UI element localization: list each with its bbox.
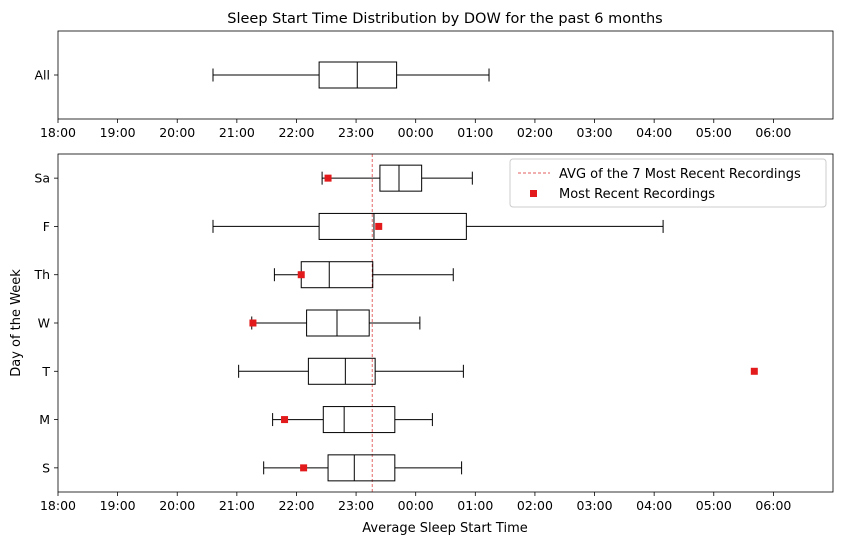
box-M (322, 406, 396, 434)
y-axis-label: Day of the Week (9, 269, 24, 377)
x-tick-label: 23:00 (338, 125, 374, 140)
box-Sa (379, 164, 423, 192)
y-tick-label: Sa (34, 171, 50, 186)
legend-frame (509, 158, 827, 208)
box-Th (300, 261, 374, 289)
recent-marker-Th (297, 271, 305, 279)
x-tick-label: 20:00 (159, 498, 195, 513)
y-tick-label: F (43, 219, 50, 234)
x-tick-label: 18:00 (40, 125, 76, 140)
chart-title: Sleep Start Time Distribution by DOW for… (227, 11, 662, 27)
x-tick-label: 03:00 (577, 125, 613, 140)
x-tick-label: 04:00 (636, 125, 672, 140)
x-tick-label: 22:00 (278, 498, 314, 513)
x-tick-label: 00:00 (398, 125, 434, 140)
x-tick-label: 18:00 (40, 498, 76, 513)
x-tick-label: 23:00 (338, 498, 374, 513)
x-tick-label: 00:00 (398, 498, 434, 513)
x-tick-label: 22:00 (278, 125, 314, 140)
y-tick-label: M (39, 412, 50, 427)
x-tick-label: 01:00 (457, 125, 493, 140)
y-tick-label: All (35, 68, 51, 83)
box-All (318, 61, 398, 89)
legend-recent-label: Most Recent Recordings (559, 187, 715, 202)
x-tick-label: 01:00 (457, 498, 493, 513)
x-tick-label: 21:00 (219, 125, 255, 140)
x-axis-label: Average Sleep Start Time (362, 521, 527, 536)
y-tick-label: W (38, 316, 50, 331)
box-S (327, 454, 396, 482)
x-tick-label: 20:00 (159, 125, 195, 140)
dow-boxplot-panel: 18:00 19:00 20:00 21:00 22:00 23:00 00:00 01:00… (33, 153, 834, 513)
x-tick-label: 03:00 (577, 498, 613, 513)
box-F (318, 212, 467, 240)
x-tick-label: 21:00 (219, 498, 255, 513)
box-W (306, 309, 370, 337)
x-tick-label: 02:00 (517, 498, 553, 513)
x-tick-label: 05:00 (696, 125, 732, 140)
x-tick-label: 19:00 (100, 498, 136, 513)
x-tick-label: 05:00 (696, 498, 732, 513)
overall-boxplot-panel: 18:00 19:00 20:00 21:00 22:00 23:00 00:00 01:00… (35, 30, 834, 140)
x-tick-label: 02:00 (517, 125, 553, 140)
y-tick-label: Th (33, 267, 50, 282)
plot-frame (57, 30, 834, 120)
y-tick-label: T (41, 364, 50, 379)
recent-marker-M (281, 416, 289, 424)
recent-marker-W (249, 319, 257, 327)
x-tick-label: 19:00 (100, 125, 136, 140)
x-tick-label: 06:00 (755, 498, 791, 513)
chart-legend: AVG of the 7 Most Recent Recordings Most… (509, 158, 827, 208)
recent-marker-Sa (324, 174, 332, 182)
plot-frame (57, 153, 834, 493)
legend-avg-label: AVG of the 7 Most Recent Recordings (559, 167, 801, 182)
recent-marker-S (300, 464, 308, 472)
box-T (307, 357, 376, 385)
x-tick-label: 04:00 (636, 498, 672, 513)
legend-recent-marker-swatch (530, 190, 537, 197)
recent-marker-T (750, 367, 758, 375)
y-tick-label: S (42, 460, 50, 475)
recent-marker-F (375, 222, 383, 230)
x-tick-label: 06:00 (755, 125, 791, 140)
